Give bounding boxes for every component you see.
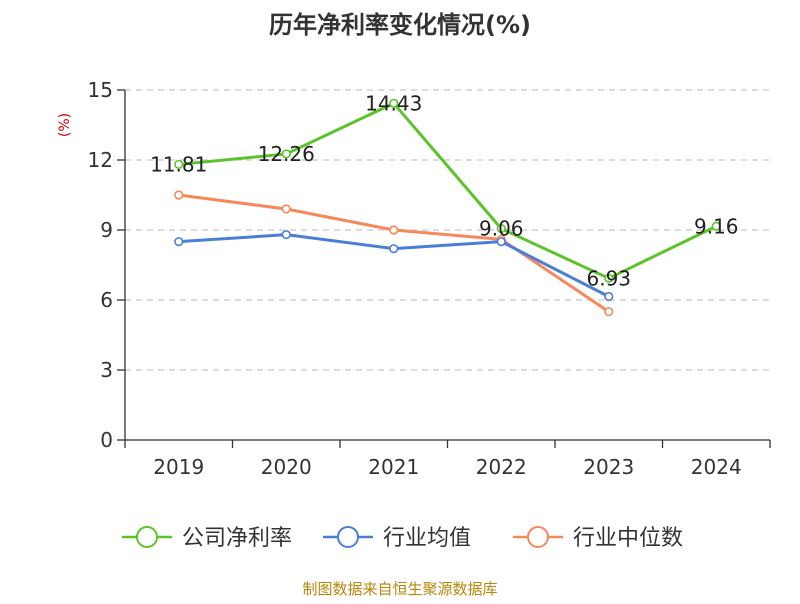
- y-tick-label: 0: [100, 428, 113, 452]
- legend: 公司净利率 行业均值 行业中位数: [122, 526, 683, 551]
- series-line: [178, 233, 610, 298]
- grid-layer: [125, 89, 770, 371]
- y-axis-label: (%): [57, 113, 73, 137]
- series-layer: [174, 98, 721, 317]
- data-point: [389, 225, 399, 235]
- data-point: [174, 190, 184, 200]
- series-line: [178, 101, 717, 280]
- data-point: [496, 237, 506, 247]
- legend-marker: [136, 526, 158, 548]
- legend-marker: [337, 526, 359, 548]
- data-point: [174, 159, 184, 170]
- x-tick-label: 2022: [476, 455, 527, 479]
- series-line: [178, 193, 610, 313]
- data-point: [711, 221, 721, 231]
- legend-marker: [527, 526, 549, 548]
- data-point: [604, 291, 614, 302]
- x-tick-label: 2019: [153, 455, 204, 479]
- data-point: [389, 244, 399, 254]
- legend-label: 行业均值: [383, 526, 471, 551]
- x-tick-label: 2021: [368, 455, 419, 479]
- data-point: [604, 273, 614, 283]
- legend-label: 公司净利率: [182, 526, 292, 551]
- data-point: [496, 224, 506, 234]
- chart-title: 历年净利率变化情况(%): [269, 11, 531, 39]
- data-label: 6.93: [586, 266, 631, 290]
- axis-layer: 0 3 6 9 12 15 2019 2020 2021 2022 2023 2024: [88, 78, 771, 479]
- x-tick-label: 2024: [691, 455, 742, 479]
- y-tick-label: 12: [88, 148, 113, 172]
- data-label: 14.43: [365, 91, 422, 115]
- data-label: 12.26: [258, 142, 315, 166]
- y-tick-label: 9: [100, 218, 113, 242]
- y-tick-label: 15: [88, 78, 113, 102]
- data-point: [604, 307, 614, 317]
- data-label: 9.16: [694, 214, 739, 238]
- data-point: [281, 204, 291, 214]
- data-label: 9.06: [479, 217, 524, 241]
- source-note: 制图数据来自恒生聚源数据库: [302, 580, 497, 598]
- data-point: [174, 237, 184, 247]
- y-tick-label: 6: [100, 288, 113, 312]
- data-point: [389, 98, 399, 108]
- data-label-layer: 11.81 12.26 14.43 9.06 6.93 9.16: [150, 91, 738, 290]
- data-label: 11.81: [150, 152, 207, 176]
- y-tick-label: 3: [100, 358, 113, 382]
- legend-label: 行业中位数: [573, 526, 683, 551]
- x-tick-label: 2020: [261, 455, 312, 479]
- x-tick-label: 2023: [583, 455, 634, 479]
- data-point: [281, 149, 291, 159]
- data-point: [281, 230, 291, 240]
